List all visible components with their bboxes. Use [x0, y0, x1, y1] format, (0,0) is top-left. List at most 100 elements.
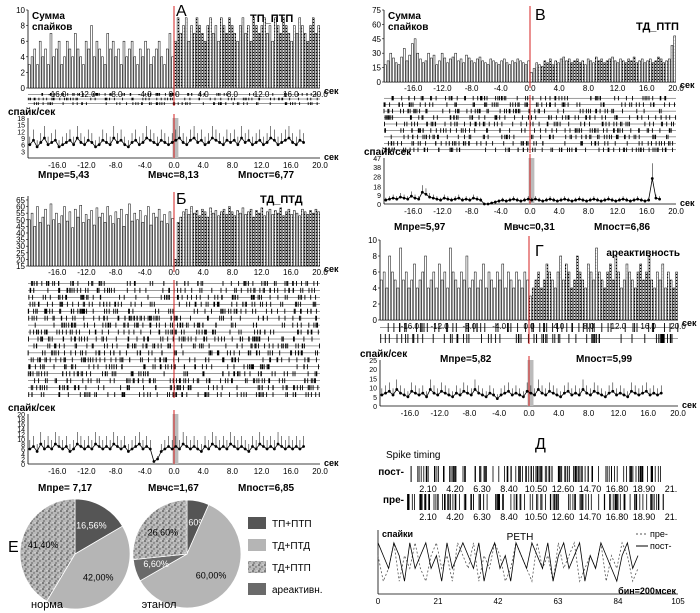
rate-x-tick-label: -16.0 — [404, 207, 423, 216]
bar-pre — [399, 247, 402, 321]
bar-post — [636, 271, 640, 321]
bar-post — [293, 25, 296, 89]
bar-post — [195, 210, 199, 267]
bar-pre — [388, 255, 391, 321]
rate-line — [385, 178, 660, 205]
rate-x-tick-label: 8.0 — [227, 161, 239, 170]
bar-pre — [497, 64, 501, 83]
x-tick-label: -12.0 — [77, 268, 96, 277]
bar-pre — [493, 287, 496, 321]
bar-post — [295, 212, 299, 267]
bar-pre — [410, 279, 413, 321]
bar-post — [672, 287, 676, 321]
x-tick-label: 16.0 — [639, 84, 655, 93]
bar-pre — [133, 212, 136, 267]
bar-post — [285, 211, 288, 267]
bar-post — [611, 279, 615, 321]
raster-row — [29, 329, 319, 335]
bar-post — [570, 62, 574, 83]
bar-post — [635, 62, 638, 83]
bar-post — [669, 279, 673, 321]
timing-x-tick-label: 8.40 — [500, 484, 518, 494]
timing-x-tick-label: 10.50 — [525, 512, 548, 522]
rate-line — [29, 443, 304, 463]
bar-post — [581, 60, 584, 83]
bar-pre — [479, 279, 482, 321]
x-tick-label: -8.0 — [465, 84, 479, 93]
timing-x-tick-label: 21. — [665, 484, 678, 494]
bar-post — [606, 271, 609, 321]
bar-pre — [160, 220, 164, 267]
bar-post — [613, 60, 617, 83]
bar-pre — [486, 64, 490, 83]
bar-pre — [516, 58, 520, 83]
bar-post — [266, 33, 269, 89]
raster-row — [34, 378, 316, 384]
bar-post — [661, 263, 665, 321]
bar-pre — [60, 215, 63, 267]
rate-x-tick-label: -4.0 — [138, 467, 152, 476]
bar-pre — [487, 271, 491, 321]
bar-post — [562, 279, 565, 321]
bar-post — [220, 17, 223, 89]
peth-series-0 — [377, 541, 639, 583]
bar-pre — [389, 52, 392, 83]
rate-y-tick-label: 20 — [17, 412, 25, 419]
stim-window — [527, 360, 534, 406]
legend-label: ТД+ПТД — [272, 541, 310, 552]
bar-pre — [515, 271, 518, 321]
bar-post — [263, 215, 266, 267]
bar-pre — [149, 64, 153, 89]
y-tick-label: 65 — [16, 196, 25, 205]
bar-pre — [139, 48, 142, 89]
bar-post — [649, 58, 652, 83]
raster-row — [384, 128, 672, 133]
bar-pre — [60, 64, 63, 89]
rate-x-tick-label: 16.0 — [639, 207, 655, 216]
bar-pre — [416, 287, 419, 321]
bar-post — [586, 58, 590, 83]
rate-x-tick-label: 12.0 — [610, 207, 626, 216]
timing-x-tick-label: 2.10 — [419, 512, 437, 522]
x-tick-label: 4.0 — [198, 268, 210, 277]
bar-post — [673, 35, 676, 83]
bar-pre — [82, 222, 85, 267]
bar-pre — [41, 216, 45, 267]
bar-post — [551, 279, 554, 321]
bar-post — [260, 207, 264, 267]
rate-y-tick-label: 47 — [373, 156, 381, 163]
bar-pre — [421, 271, 424, 321]
peth-x-tick-label: 21 — [434, 597, 443, 606]
bar-post — [548, 271, 551, 321]
bar-pre — [52, 219, 55, 267]
stim-window — [172, 414, 179, 464]
rate-x-tick-label: -4.0 — [494, 207, 508, 216]
bar-post — [282, 215, 285, 267]
legend-label: ТП+ПТП — [272, 519, 312, 530]
y-tick-label: 8 — [21, 22, 26, 31]
bar-post — [584, 64, 587, 83]
bar-pre — [141, 56, 145, 89]
x-tick-label: -4.0 — [494, 84, 508, 93]
stat-mid: Мвчс=8,13 — [148, 170, 199, 181]
bar-pre — [111, 223, 115, 267]
bar-post — [236, 40, 239, 89]
x-tick-label: -12.0 — [430, 322, 449, 331]
bar-pre — [518, 279, 521, 321]
bar-pre — [496, 271, 499, 321]
bar-post — [592, 279, 596, 321]
bar-pre — [103, 64, 107, 89]
bar-post — [217, 215, 220, 267]
bar-pre — [33, 226, 36, 267]
bar-post — [546, 62, 549, 83]
bar-pre — [470, 60, 474, 83]
bar-post — [276, 212, 280, 267]
raster-row — [30, 385, 319, 391]
bar-post — [298, 215, 301, 267]
stat-pre: Мпре=5,97 — [394, 222, 446, 233]
rate-x-tick-label: 8.0 — [583, 409, 595, 418]
panel-letter: Б — [176, 191, 187, 208]
raster-row — [41, 93, 317, 96]
